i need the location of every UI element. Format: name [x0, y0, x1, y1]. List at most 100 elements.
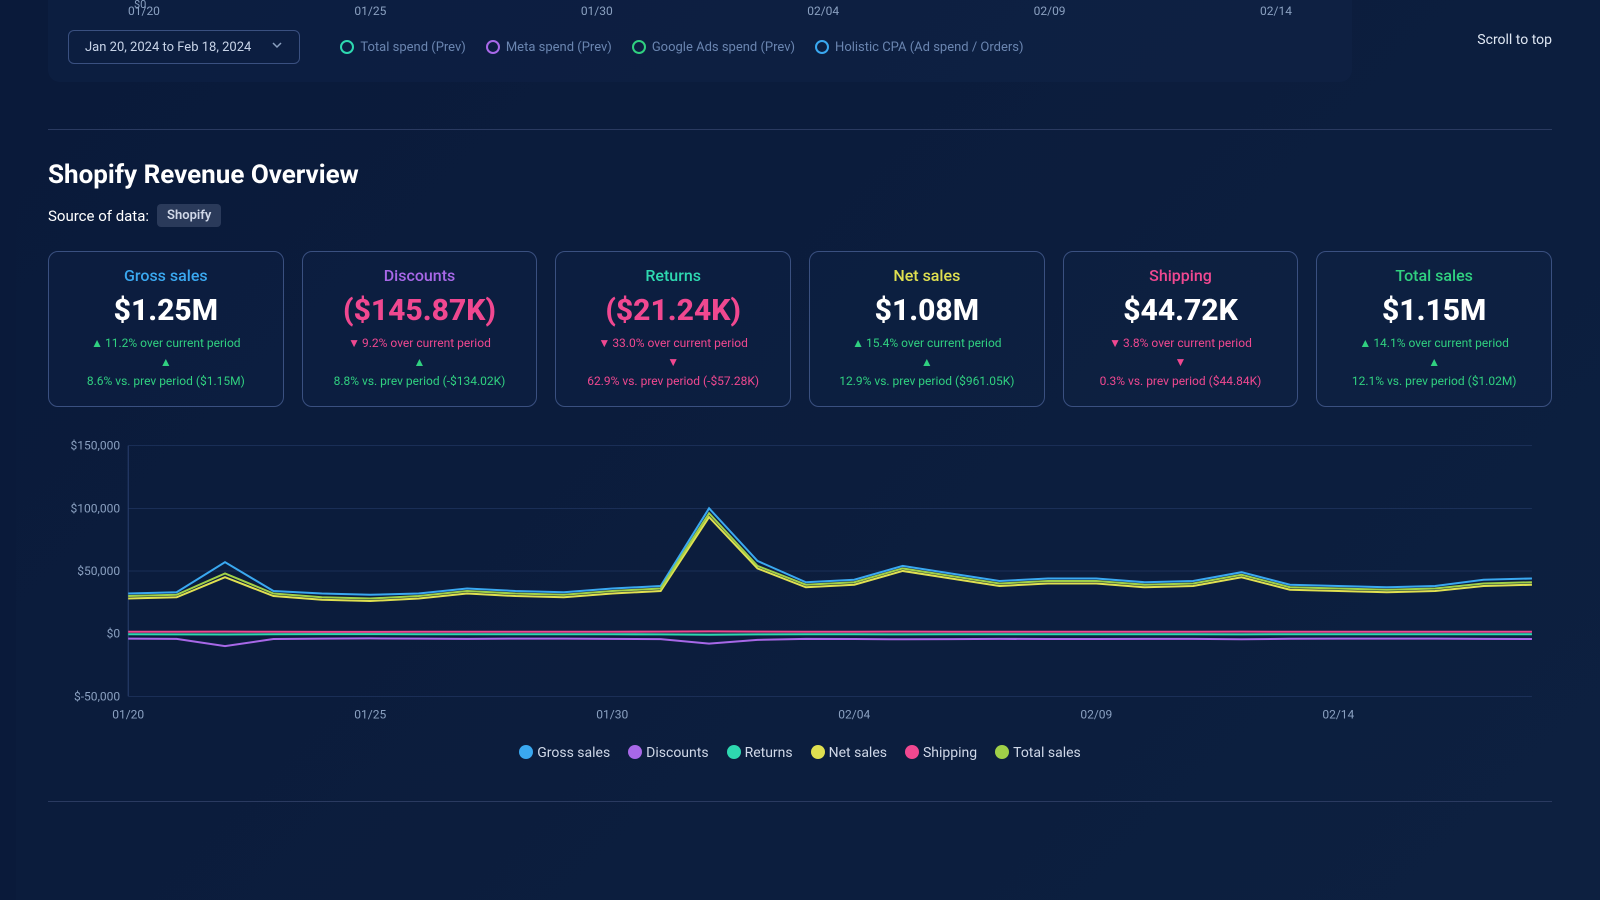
top-x-tick: 01/25	[354, 4, 386, 18]
metric-value: ($21.24K)	[564, 293, 782, 328]
chart-legend-item[interactable]: Discounts	[628, 745, 708, 761]
legend-label: Total spend (Prev)	[360, 40, 465, 55]
metric-card[interactable]: Shipping $44.72K ▼3.8% over current peri…	[1063, 251, 1299, 407]
legend-dot-icon	[905, 745, 919, 759]
revenue-chart: $-50,000 $0 $50,000 $100,000 $150,000 01/20 01…	[48, 431, 1600, 761]
date-range-label: Jan 20, 2024 to Feb 18, 2024	[85, 40, 251, 55]
svg-text:01/20: 01/20	[112, 707, 144, 721]
metric-card[interactable]: Total sales $1.15M ▲14.1% over current p…	[1316, 251, 1552, 407]
metric-title: Returns	[564, 266, 782, 285]
metric-card[interactable]: Net sales $1.08M ▲15.4% over current per…	[809, 251, 1045, 407]
metric-mid-arrow: ▼	[1072, 353, 1290, 372]
chart-legend-item[interactable]: Shipping	[905, 745, 977, 761]
chevron-down-icon	[271, 39, 283, 55]
metric-value: ($145.87K)	[311, 293, 529, 328]
metric-title: Gross sales	[57, 266, 275, 285]
chart-legend-item[interactable]: Returns	[727, 745, 793, 761]
legend-circle-icon	[340, 40, 354, 54]
metric-card[interactable]: Discounts ($145.87K) ▼9.2% over current …	[302, 251, 538, 407]
top-chart-remnant: $0 01/2001/2501/3002/0402/0902/14 Jan 20…	[48, 0, 1352, 82]
top-x-axis: 01/2001/2501/3002/0402/0902/14	[68, 4, 1332, 18]
svg-text:01/30: 01/30	[596, 707, 628, 721]
legend-label: Net sales	[829, 745, 887, 761]
svg-text:02/09: 02/09	[1080, 707, 1112, 721]
legend-label: Holistic CPA (Ad spend / Orders)	[835, 40, 1023, 55]
metric-title: Total sales	[1325, 266, 1543, 285]
svg-text:$150,000: $150,000	[71, 438, 121, 452]
arrow-down-icon: ▼	[1109, 334, 1121, 353]
chart-legend-item[interactable]: Total sales	[995, 745, 1081, 761]
legend-dot-icon	[811, 745, 825, 759]
svg-text:02/14: 02/14	[1322, 707, 1354, 721]
metric-value: $1.08M	[818, 293, 1036, 328]
section-title: Shopify Revenue Overview	[48, 160, 1600, 190]
top-x-tick: 02/14	[1260, 4, 1292, 18]
metric-mid-arrow: ▼	[564, 353, 782, 372]
source-tag[interactable]: Shopify	[157, 204, 221, 227]
section-divider-bottom	[48, 801, 1552, 802]
metric-card[interactable]: Returns ($21.24K) ▼33.0% over current pe…	[555, 251, 791, 407]
legend-circle-icon	[815, 40, 829, 54]
metric-title: Net sales	[818, 266, 1036, 285]
legend-label: Meta spend (Prev)	[506, 40, 612, 55]
arrow-down-icon: ▼	[348, 334, 360, 353]
chart-legend-item[interactable]: Net sales	[811, 745, 887, 761]
legend-label: Google Ads spend (Prev)	[652, 40, 795, 55]
legend-label: Gross sales	[537, 745, 610, 761]
top-x-tick: 02/04	[807, 4, 839, 18]
legend-dot-icon	[727, 745, 741, 759]
metric-title: Discounts	[311, 266, 529, 285]
legend-label: Shipping	[923, 745, 977, 761]
metric-value: $1.15M	[1325, 293, 1543, 328]
metric-title: Shipping	[1072, 266, 1290, 285]
top-legend-item[interactable]: Google Ads spend (Prev)	[632, 40, 795, 55]
svg-text:$0: $0	[107, 626, 121, 640]
section-divider	[48, 129, 1552, 130]
legend-circle-icon	[632, 40, 646, 54]
metric-delta-2: 8.6% vs. prev period ($1.15M)	[57, 372, 275, 391]
legend-label: Total sales	[1013, 745, 1081, 761]
svg-text:$100,000: $100,000	[71, 501, 121, 515]
svg-text:$50,000: $50,000	[77, 564, 120, 578]
source-label: Source of data:	[48, 207, 149, 225]
metric-delta-2: 12.9% vs. prev period ($961.05K)	[818, 372, 1036, 391]
metric-delta-1: ▲14.1% over current period	[1325, 334, 1543, 353]
metrics-row: Gross sales $1.25M ▲11.2% over current p…	[48, 251, 1600, 407]
metric-mid-arrow: ▲	[311, 353, 529, 372]
top-y0-label: $0	[134, 0, 146, 11]
chart-legend-item[interactable]: Gross sales	[519, 745, 610, 761]
metric-delta-1: ▼9.2% over current period	[311, 334, 529, 353]
metric-delta-2: 62.9% vs. prev period (-$57.28K)	[564, 372, 782, 391]
legend-dot-icon	[519, 745, 533, 759]
metric-value: $44.72K	[1072, 293, 1290, 328]
top-legend-item[interactable]: Total spend (Prev)	[340, 40, 465, 55]
top-legend-item[interactable]: Holistic CPA (Ad spend / Orders)	[815, 40, 1023, 55]
metric-delta-2: 12.1% vs. prev period ($1.02M)	[1325, 372, 1543, 391]
legend-dot-icon	[628, 745, 642, 759]
legend-label: Returns	[745, 745, 793, 761]
metric-mid-arrow: ▲	[57, 353, 275, 372]
top-legend-item[interactable]: Meta spend (Prev)	[486, 40, 612, 55]
sidebar-stub	[0, 0, 16, 900]
chart-legend: Gross sales Discounts Returns Net sales Ship…	[48, 745, 1552, 761]
arrow-up-icon: ▲	[852, 334, 864, 353]
metric-card[interactable]: Gross sales $1.25M ▲11.2% over current p…	[48, 251, 284, 407]
top-x-tick: 01/30	[581, 4, 613, 18]
top-section: $0 01/2001/2501/3002/0402/0902/14 Jan 20…	[48, 0, 1600, 99]
date-range-selector[interactable]: Jan 20, 2024 to Feb 18, 2024	[68, 30, 300, 64]
metric-delta-1: ▲15.4% over current period	[818, 334, 1036, 353]
metric-delta-2: 8.8% vs. prev period (-$134.02K)	[311, 372, 529, 391]
legend-label: Discounts	[646, 745, 708, 761]
metric-delta-2: 0.3% vs. prev period ($44.84K)	[1072, 372, 1290, 391]
metric-delta-1: ▲11.2% over current period	[57, 334, 275, 353]
metric-mid-arrow: ▲	[1325, 353, 1543, 372]
metric-delta-1: ▼3.8% over current period	[1072, 334, 1290, 353]
arrow-down-icon: ▼	[598, 334, 610, 353]
legend-circle-icon	[486, 40, 500, 54]
metric-mid-arrow: ▲	[818, 353, 1036, 372]
legend-dot-icon	[995, 745, 1009, 759]
scroll-to-top-link[interactable]: Scroll to top	[1477, 32, 1552, 48]
svg-text:$-50,000: $-50,000	[74, 689, 120, 703]
arrow-up-icon: ▲	[1359, 334, 1371, 353]
arrow-up-icon: ▲	[91, 334, 103, 353]
